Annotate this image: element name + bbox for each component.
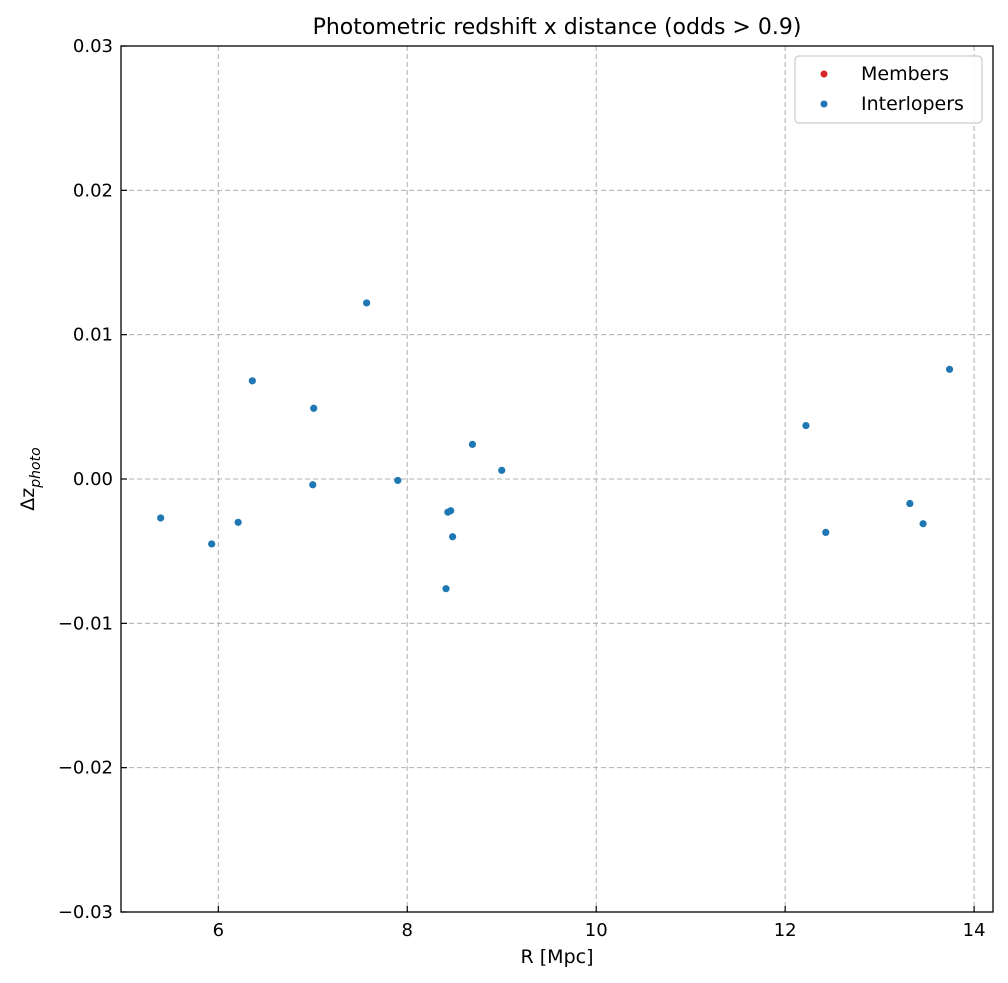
y-tick-label: −0.01: [58, 613, 113, 634]
x-tick-label: 12: [774, 920, 797, 941]
x-tick-label: 8: [402, 920, 413, 941]
legend-marker-members: [820, 70, 828, 78]
data-point-interlopers: [310, 404, 318, 412]
data-point-interlopers: [157, 514, 165, 522]
y-tick-label: 0.01: [73, 325, 113, 346]
legend-box: [794, 55, 983, 124]
legend: Members Interlopers: [794, 55, 983, 124]
y-tick-label: 0.00: [73, 469, 113, 490]
x-tick-label: 6: [213, 920, 224, 941]
data-point-interlopers: [822, 528, 830, 537]
plot-frame: [120, 45, 994, 913]
data-point-interlopers: [447, 507, 455, 515]
data-point-interlopers: [802, 421, 810, 430]
data-point-interlopers: [394, 476, 402, 485]
y-tick-label: 0.02: [73, 180, 113, 201]
data-point-interlopers: [945, 365, 954, 373]
data-point-interlopers: [468, 440, 477, 448]
y-tick-label: 0.03: [73, 36, 113, 57]
data-point-interlopers: [449, 533, 457, 541]
data-point-interlopers: [919, 520, 927, 528]
data-point-interlopers: [906, 499, 914, 508]
data-point-interlopers: [234, 518, 242, 526]
data-point-interlopers: [208, 540, 216, 548]
x-tick-label: 14: [963, 920, 986, 941]
data-point-interlopers: [248, 377, 256, 385]
data-point-interlopers: [363, 299, 371, 307]
y-axis-label: Δzphoto: [17, 447, 44, 510]
x-axis-label: R [Mpc]: [521, 946, 594, 968]
legend-marker-interlopers: [820, 100, 828, 108]
data-points: [157, 299, 954, 593]
data-point-interlopers: [309, 481, 317, 489]
axis-ticks: 6 8 10 12 14 −0.03 −0.02 −0.01 0.00 0.01 0.02 0.03: [58, 36, 986, 941]
y-axis-label-main: Δz: [17, 488, 39, 511]
data-point-interlopers: [498, 466, 506, 474]
y-tick-label: −0.02: [58, 758, 113, 779]
legend-label-members: Members: [861, 63, 949, 85]
legend-label-interlopers: Interlopers: [861, 93, 964, 115]
y-tick-label: −0.03: [58, 902, 113, 923]
y-axis-label-subscript: photo: [28, 447, 44, 488]
data-point-interlopers: [442, 585, 450, 593]
x-tick-label: 10: [585, 920, 608, 941]
chart-title: Photometric redshift x distance (odds > …: [313, 15, 802, 40]
